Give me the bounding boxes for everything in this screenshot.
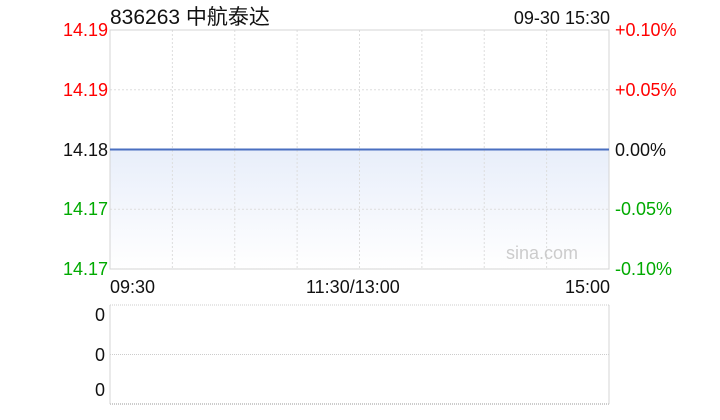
price-tick-label: 14.17 <box>62 259 108 279</box>
pct-tick-label: +0.10% <box>615 20 677 40</box>
price-tick-label: 14.17 <box>62 199 108 220</box>
stock-title: 836263 中航泰达 <box>110 6 270 29</box>
timestamp: 09-30 15:30 <box>513 8 610 28</box>
time-tick-label: 09:30 <box>110 277 156 297</box>
time-tick-label: 11:30/13:00 <box>306 277 400 297</box>
pct-tick-label: +0.05% <box>615 79 677 100</box>
time-tick-label: 15:00 <box>564 277 610 297</box>
price-tick-label: 14.18 <box>62 139 108 160</box>
volume-tick-label: 0 <box>94 380 105 400</box>
pct-tick-label: -0.05% <box>615 199 673 220</box>
price-tick-label: 14.19 <box>62 79 108 100</box>
volume-tick-label: 0 <box>94 305 105 325</box>
volume-tick-label: 0 <box>94 344 105 365</box>
watermark: sina.com <box>506 243 579 263</box>
pct-tick-label: 0.00% <box>615 139 667 160</box>
pct-tick-label: -0.10% <box>615 259 673 279</box>
price-tick-label: 14.19 <box>62 20 108 40</box>
